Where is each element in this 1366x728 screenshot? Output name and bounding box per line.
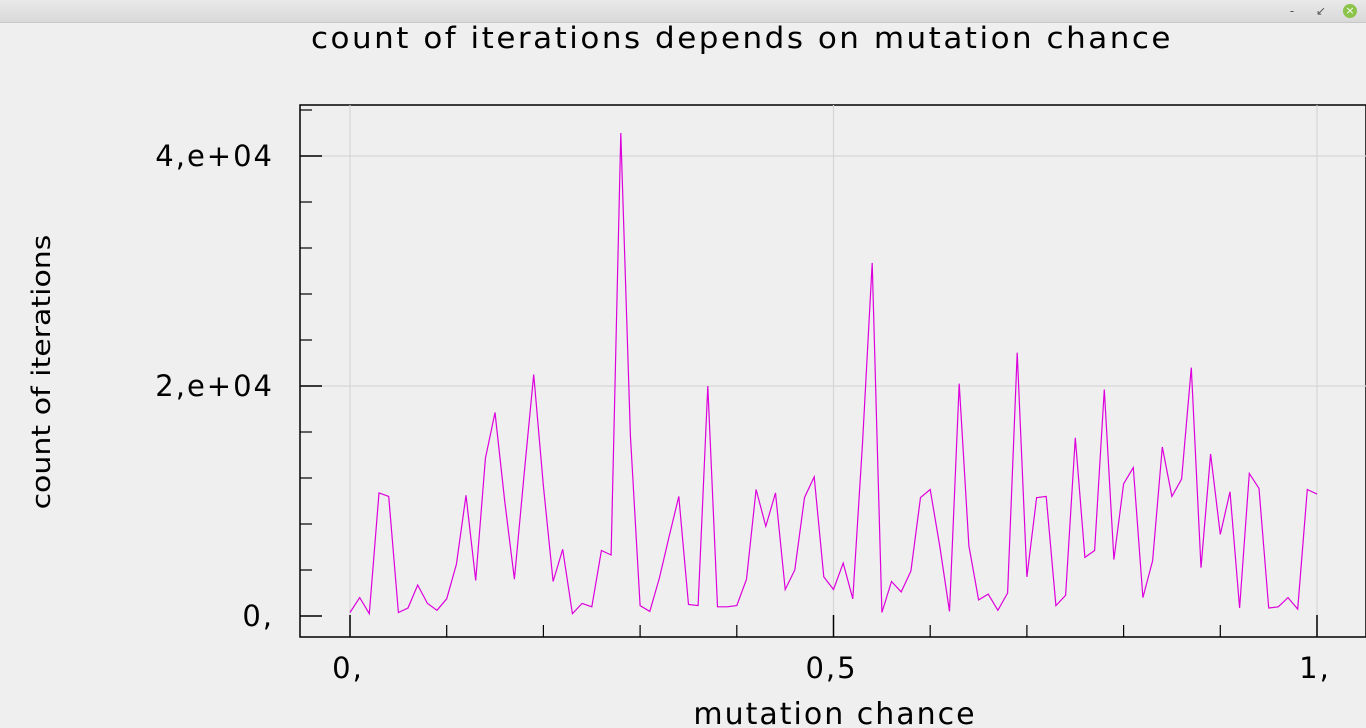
x-tick-label: 1, [1299, 651, 1331, 685]
y-tick-label: 2,e+04 [155, 369, 274, 403]
series-line [349, 132, 1318, 616]
x-tick-label: 0, [332, 651, 364, 685]
y-tick-label: 4,e+04 [155, 139, 274, 173]
chart-title: count of iterations depends on mutation … [311, 21, 1173, 56]
close-button[interactable]: × [1343, 4, 1357, 18]
window-titlebar: - ↙ × [0, 0, 1366, 23]
y-tick-label: 0, [242, 599, 274, 633]
x-axis-label: mutation chance [693, 697, 976, 728]
minimize-button[interactable]: - [1289, 4, 1295, 18]
x-tick-label: 0,5 [805, 651, 857, 685]
restore-button[interactable]: ↙ [1315, 4, 1327, 18]
y-axis-label: count of iterations [26, 235, 56, 510]
